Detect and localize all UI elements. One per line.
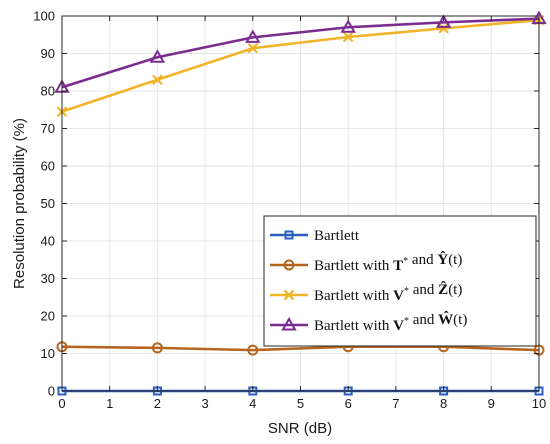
data-point [245,29,261,43]
x-tick-label: 7 [392,396,399,411]
legend-label-part: Ŷ [437,251,448,268]
y-tick-label: 70 [41,121,55,136]
legend-marker [283,259,295,271]
legend-label-part: Bartlett with [314,288,393,304]
x-tick-label: 8 [440,396,447,411]
legend-label-part: and [409,282,438,298]
series-line-2 [61,18,540,113]
legend-item-3: Bartlett with V* and Ŵ(t) [270,311,467,334]
data-point [435,14,452,28]
data-point [438,23,449,34]
legend-label: Bartlett [314,228,360,244]
y-tick-label: 20 [41,309,55,324]
legend-marker [284,230,294,240]
legend-item-1: Bartlett with T* and Ŷ(t) [270,251,462,274]
legend-label-part: (t) [448,252,462,268]
legend-item-0: Bartlett [270,228,360,244]
data-point [247,344,259,356]
x-tick-label: 5 [297,396,304,411]
legend-label-part: * [403,256,408,267]
legend-label-part: V [393,288,404,304]
legend-label-part: Bartlett [314,228,360,244]
y-tick-label: 100 [33,9,55,24]
y-tick-label: 10 [41,346,55,361]
data-point [340,19,356,33]
legend-label-part: V [393,318,404,334]
y-tick-label: 50 [41,196,55,211]
legend-label-part: (t) [448,282,462,298]
legend-label-part: and [409,312,438,328]
legend-label-part: Ẑ [438,281,448,298]
legend-box [263,215,537,347]
data-point [342,31,354,43]
x-tick-label: 6 [345,396,352,411]
legend-marker [281,316,297,331]
x-tick-label: 1 [106,396,113,411]
legend-label-part: T [393,258,403,274]
y-tick-label: 40 [41,234,55,249]
data-point [152,74,163,86]
legend-label: Bartlett with V* and Ẑ(t) [314,281,462,304]
y-tick-label: 0 [48,384,55,399]
legend-item-2: Bartlett with V* and Ẑ(t) [270,281,462,304]
legend-label-part: * [404,316,409,327]
y-tick-label: 60 [41,159,55,174]
x-tick-label: 2 [154,396,161,411]
x-tick-label: 4 [249,396,256,411]
legend-label-part: and [408,252,437,268]
y-tick-label: 80 [41,84,55,99]
y-axis-label: Resolution probability (%) [11,118,28,289]
series-layer [54,10,547,396]
legend-marker [283,289,295,301]
series-line-3 [61,17,540,89]
y-tick-label: 30 [41,271,55,286]
legend-label-part: Bartlett with [314,318,393,334]
legend-label: Bartlett with T* and Ŷ(t) [314,251,462,274]
y-tick-label: 90 [41,46,55,61]
series-2 [56,14,545,117]
series-line-1 [61,345,540,352]
data-point [247,42,259,54]
legend-label-part: Ŵ [438,311,453,328]
legend-label-part: Bartlett with [314,258,393,274]
x-tick-label: 3 [201,396,208,411]
data-point [151,342,163,354]
x-tick-label: 9 [488,396,495,411]
x-tick-label: 10 [532,396,546,411]
legend-label-part: * [404,286,409,297]
x-axis-label: SNR (dB) [268,420,332,437]
data-point [149,49,166,63]
legend-label: Bartlett with V* and Ŵ(t) [314,311,467,334]
x-tick-label: 0 [58,396,65,411]
legend-label-part: (t) [453,312,467,328]
